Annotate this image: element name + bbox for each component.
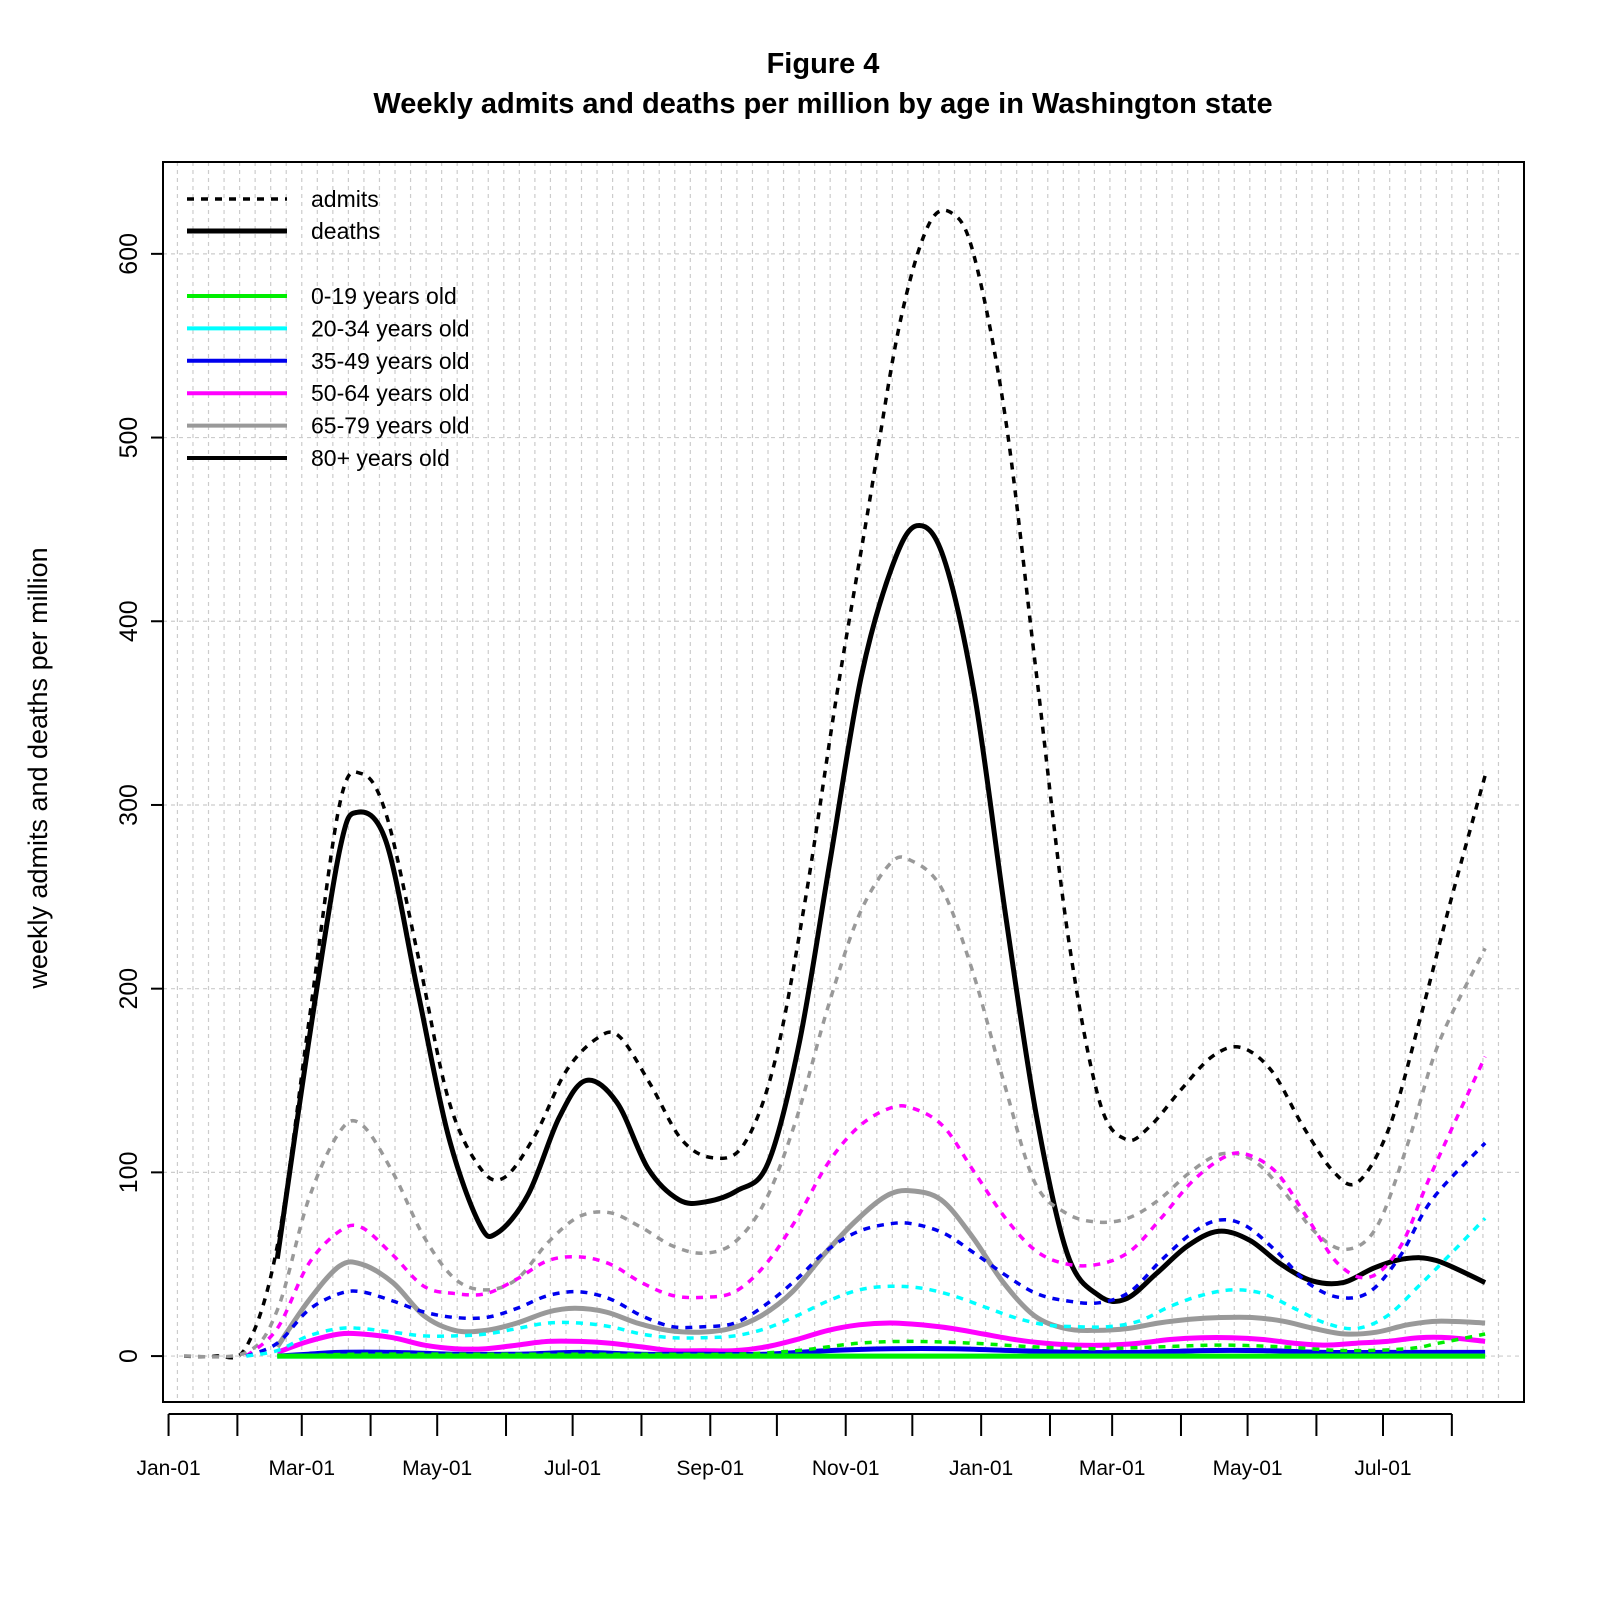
y-tick-label: 500: [115, 417, 143, 459]
y-tick-label: 600: [115, 233, 143, 275]
y-tick-label: 200: [115, 968, 143, 1010]
y-tick-label: 300: [115, 784, 143, 826]
x-tick-label: Mar-01: [268, 1457, 335, 1480]
x-tick-label: Jul-01: [544, 1457, 601, 1480]
x-tick-label: Jul-01: [1354, 1457, 1411, 1480]
x-tick-label: Nov-01: [812, 1457, 880, 1480]
series-50-64-years-old-deaths: [276, 1320, 1486, 1355]
series-35-49-years-old-admits: [245, 1141, 1487, 1358]
legend-label-deaths: deaths: [311, 218, 380, 244]
legend-label-group: 65-79 years old: [311, 413, 470, 439]
plot-frame: [162, 161, 1525, 1403]
legend-label-group: 35-49 years old: [311, 348, 470, 374]
x-tick-label: Jan-01: [949, 1457, 1013, 1480]
legend: admits deaths 0-19 years old 20-34 years ol…: [187, 186, 470, 471]
series-80plus-years-old-deaths: [274, 522, 1487, 1305]
x-tick-label: May-01: [402, 1457, 472, 1480]
x-tick-label: Mar-01: [1079, 1457, 1146, 1480]
x-tick-label: May-01: [1213, 1457, 1283, 1480]
chart-subtitle: Weekly admits and deaths per million by …: [373, 88, 1272, 120]
series-50-64-years-old-admits: [245, 1055, 1487, 1358]
x-tick-label: Sep-01: [676, 1457, 744, 1480]
legend-label-group: 20-34 years old: [311, 315, 470, 341]
legend-label-group: 80+ years old: [311, 445, 450, 471]
legend-label-group: 0-19 years old: [311, 283, 457, 309]
series-20-34-years-old-admits: [245, 1217, 1487, 1358]
y-tick-label: 400: [115, 600, 143, 642]
y-tick-label: 100: [115, 1152, 143, 1194]
grid: [163, 162, 1524, 1402]
x-tick-label: Jan-01: [136, 1457, 200, 1480]
series-layer: [184, 208, 1487, 1360]
chart-title: Figure 4: [767, 48, 880, 80]
axes: 0 100 200 300 400 500 600 Jan-01 Mar-01 May-01 Jul…: [115, 233, 1453, 1480]
legend-label-group: 50-64 years old: [311, 380, 470, 406]
series-80plus-years-old-admits: [184, 208, 1487, 1360]
legend-label-admits: admits: [311, 186, 379, 212]
series-65-79-years-old-admits: [184, 855, 1487, 1359]
y-tick-label: 0: [115, 1349, 143, 1363]
y-axis-label: weekly admits and deaths per million: [23, 547, 53, 989]
series-65-79-years-old-deaths: [275, 1188, 1486, 1349]
